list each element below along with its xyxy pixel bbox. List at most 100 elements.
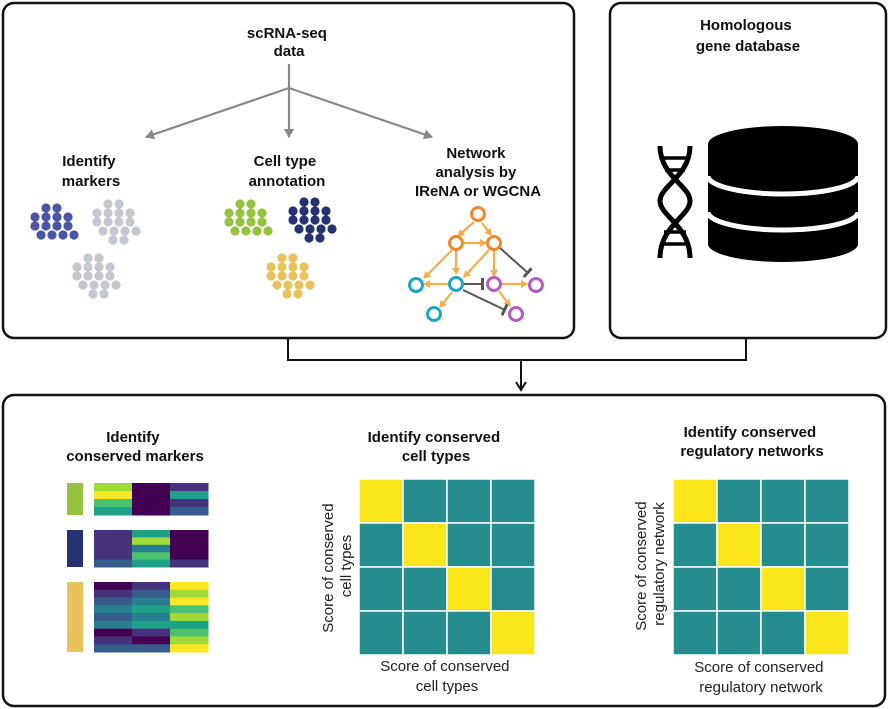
cell-cluster (92, 199, 141, 245)
cell-dot (288, 215, 298, 225)
cell-dot (288, 262, 298, 272)
cell-dot (304, 233, 314, 243)
cell-dot (94, 271, 104, 281)
matrix-cell-diagonal (490, 610, 536, 656)
cell-dot (105, 262, 115, 272)
heatmap-cell (132, 537, 171, 546)
cell-cluster (288, 197, 337, 243)
branch-arrows (145, 64, 433, 140)
cell-dot (252, 226, 262, 236)
matrix-cell (760, 478, 806, 524)
matrix-cell (490, 478, 536, 524)
cell-dot (52, 203, 62, 213)
database-title: Homologous gene database (696, 17, 800, 55)
cell-dot (282, 289, 292, 299)
heatmap-cell (94, 544, 133, 553)
heatmap-cell (170, 491, 209, 500)
branch-label-annotation: Cell type annotation (249, 153, 326, 190)
heatmap-cell (94, 605, 133, 614)
heatmap-cell (132, 552, 171, 561)
cell-dot (89, 280, 99, 290)
cell-dot (125, 217, 135, 227)
cell-dot (99, 289, 109, 299)
matrix-cell (760, 522, 806, 568)
matrix-cell (716, 478, 762, 524)
matrix-cell (716, 610, 762, 656)
matrix-cell (358, 566, 404, 612)
heatmap-cell (94, 559, 133, 568)
cell-dot (224, 208, 234, 218)
cell-dot (224, 217, 234, 227)
cell-dot (299, 215, 309, 225)
cell-dot (288, 206, 298, 216)
marker-group-bar (67, 582, 83, 652)
heatmap-cell (94, 537, 133, 546)
cell-dot (288, 253, 298, 263)
cell-dot (321, 206, 331, 216)
heatmap-cell (94, 597, 133, 606)
cell-dot (131, 226, 141, 236)
cell-dot (299, 271, 309, 281)
matrix-cell (490, 522, 536, 568)
conserved-markers-heatmap (67, 483, 209, 653)
cell-dot (246, 217, 256, 227)
cell-dot (310, 197, 320, 207)
heatmap-cell (132, 613, 171, 622)
matrix-cell (446, 522, 492, 568)
cell-dot (120, 226, 130, 236)
cell-dot (103, 208, 113, 218)
matrix-cell (402, 566, 448, 612)
cell-cluster (224, 199, 273, 236)
heatmap-cell (94, 491, 133, 500)
cell-dot (272, 280, 282, 290)
heatmap-cell (170, 544, 209, 553)
heatmap-cell (94, 613, 133, 622)
cell-dot (288, 271, 298, 281)
cell-dot (30, 221, 40, 231)
heatmap-cell (170, 552, 209, 561)
heatmap-cell (132, 589, 171, 599)
marker-group-bar (67, 530, 83, 567)
heatmap-cell (132, 499, 171, 508)
heatmap-cell (94, 499, 133, 508)
cell-dot (283, 280, 293, 290)
matrix-cell (446, 478, 492, 524)
cell-dot (94, 262, 104, 272)
cell-cluster (72, 253, 121, 299)
cell-dot (257, 217, 267, 227)
heatmap-cell (132, 628, 171, 637)
cell-cluster (30, 203, 79, 240)
heatmap-cell (132, 597, 171, 606)
cell-dot (111, 280, 121, 290)
cell-dot (266, 271, 276, 281)
merge-connector (287, 338, 747, 361)
cell-dot (78, 280, 88, 290)
matrix-cell (760, 610, 806, 656)
matrix-cell (804, 566, 850, 612)
cell-dot (41, 221, 51, 231)
cell-dot (294, 224, 304, 234)
celltypes-x-axis-label: Score of conserved cell types (380, 658, 513, 695)
heatmap-cell (132, 507, 171, 516)
cell-dot (36, 230, 46, 240)
cell-dot (294, 280, 304, 290)
conserved-networks-matrix (672, 478, 850, 656)
heatmap-cell (132, 491, 171, 500)
cell-dot (246, 208, 256, 218)
cell-dot (47, 230, 57, 240)
heatmap-cell (94, 636, 133, 645)
matrix-cell (358, 610, 404, 656)
heatmap-cell (170, 559, 209, 568)
cell-dot (277, 253, 287, 263)
matrix-cell (672, 610, 718, 656)
cell-dot (310, 206, 320, 216)
matrix-cell (716, 566, 762, 612)
matrix-cell (672, 522, 718, 568)
heatmap-cell (132, 544, 171, 553)
heatmap-cell (94, 582, 133, 591)
regulatory-network-graph (408, 206, 544, 322)
cell-dot (114, 208, 124, 218)
cell-dot (327, 224, 337, 234)
cell-dot (41, 203, 51, 213)
